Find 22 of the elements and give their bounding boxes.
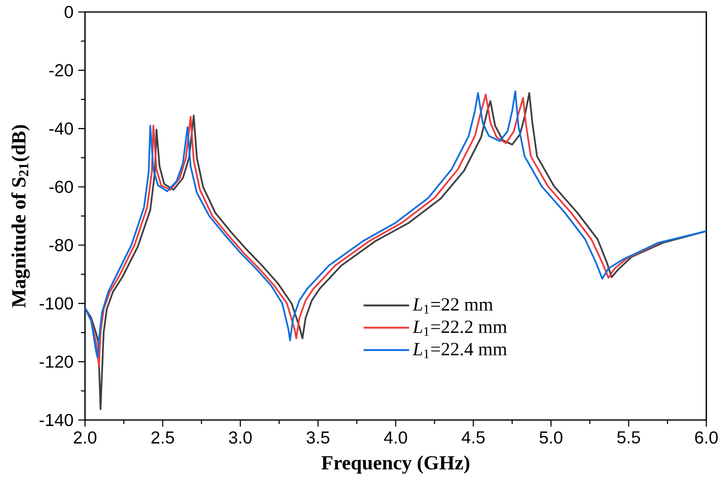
x-tick-label: 3.0 <box>228 431 252 444</box>
y-tick-label: -40 <box>49 122 73 135</box>
y-tick-label: -140 <box>40 414 73 426</box>
y-tick-label: -100 <box>40 297 73 310</box>
legend-label: L$_{1}$=22.4 mm <box>412 342 507 358</box>
legend-label: L$_{1}$=22 mm <box>412 298 493 314</box>
y-tick-label: -120 <box>40 356 73 368</box>
y-tick-label: -60 <box>49 180 73 193</box>
legend-label: L$_{1}$=22.2 mm <box>412 320 507 336</box>
x-tick-label: 2.5 <box>152 431 174 444</box>
x-tick-label: 6.0 <box>695 431 718 444</box>
x-tick-label: 5.0 <box>540 431 562 444</box>
x-axis-title: Frequency (GHz) <box>321 455 470 474</box>
x-tick-label: 4.5 <box>462 431 485 444</box>
x-tick-label: 2.0 <box>74 431 96 444</box>
y-tick-label: -80 <box>49 239 73 252</box>
x-tick-label: 5.5 <box>617 431 640 444</box>
x-tick-label: 4.0 <box>384 431 408 444</box>
x-tick-label: 3.5 <box>306 431 330 444</box>
y-axis-title: Magnitude of S$_{21}$(dB) <box>11 125 30 308</box>
y-tick-label: 0 <box>64 6 73 18</box>
y-tick-label: -20 <box>49 64 73 76</box>
